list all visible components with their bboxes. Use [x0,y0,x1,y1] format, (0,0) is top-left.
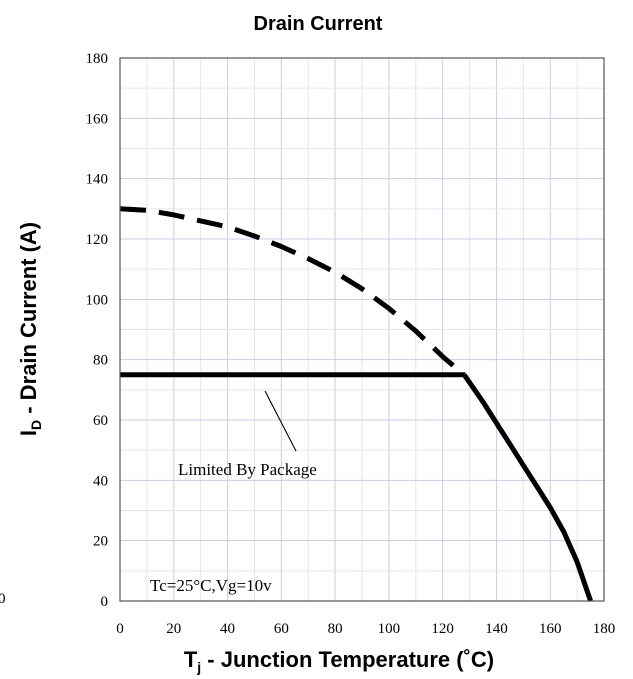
x-tick-label: 0 [116,621,124,637]
plot-frame [119,57,605,602]
x-tick-label: 60 [274,621,289,637]
x-tick-label: 100 [378,621,401,637]
x-tick-label: 180 [593,621,616,637]
y-axis-title-main: I [16,430,41,436]
y-tick-label: 180 [86,51,109,67]
series-line-dashed [119,206,466,377]
y-tick-label: 100 [86,292,109,308]
x-axis-title-rest: - Junction Temperature (˚C) [201,647,494,672]
curves [119,206,593,602]
x-axis-title: Tj - Junction Temperature (˚C) [184,647,494,675]
x-tick-label: 80 [328,621,343,637]
y-tick-label: 160 [86,111,109,127]
y-axis-title-sub: D [28,420,44,430]
stray-tick-label: 0 [0,591,6,607]
x-axis-title-sub: j [196,659,201,675]
annotation-limited-by-package: Limited By Package [178,460,317,479]
chart-title: Drain Current [254,13,383,35]
x-tick-label: 160 [539,621,562,637]
y-tick-label: 140 [86,172,109,188]
y-tick-label: 80 [93,353,108,369]
y-axis-title: ID - Drain Current (A) [16,222,44,436]
series-line-solid-2 [462,373,593,602]
annotation-test-conditions: Tc=25°C,Vg=10v [150,576,272,595]
y-tick-label: 20 [93,534,108,550]
x-axis-title-main: T [184,647,198,672]
y-tick-label: 60 [93,413,108,429]
tick-labels: 0 20 40 60 80 100 120 140 160 180 0 20 40 60 80 100 120 1… [86,51,616,637]
x-tick-label: 20 [166,621,181,637]
y-tick-label: 120 [86,232,109,248]
y-tick-label: 40 [93,473,108,489]
x-tick-label: 120 [431,621,454,637]
grid [120,58,604,601]
y-axis-title-rest: - Drain Current (A) [16,222,41,420]
y-tick-label: 0 [101,594,109,610]
x-tick-label: 40 [220,621,235,637]
x-tick-label: 140 [485,621,508,637]
annotation-pointer-line [264,390,297,452]
